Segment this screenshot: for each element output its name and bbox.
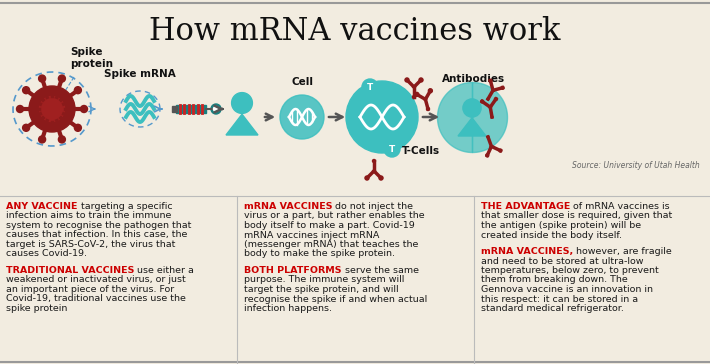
Text: serve the same: serve the same <box>342 266 418 275</box>
Text: ANY VACCINE: ANY VACCINE <box>6 202 77 211</box>
Text: infection happens.: infection happens. <box>244 304 332 313</box>
Text: body to make the spike protein.: body to make the spike protein. <box>244 249 395 258</box>
Circle shape <box>58 136 65 143</box>
Text: mRNA VACCINES,: mRNA VACCINES, <box>481 247 573 256</box>
Text: this respect: it can be stored in a: this respect: it can be stored in a <box>481 294 638 304</box>
Circle shape <box>211 104 221 114</box>
Circle shape <box>481 100 484 103</box>
Circle shape <box>499 149 502 152</box>
Circle shape <box>362 79 378 95</box>
Circle shape <box>463 99 481 117</box>
Text: purpose. The immune system will: purpose. The immune system will <box>244 276 405 285</box>
Circle shape <box>491 116 493 118</box>
Circle shape <box>379 176 383 180</box>
Circle shape <box>38 75 45 82</box>
Text: T: T <box>389 145 395 154</box>
Text: standard medical refrigerator.: standard medical refrigerator. <box>481 304 624 313</box>
Text: Spike
protein: Spike protein <box>70 47 113 69</box>
Text: of mRNA vaccines is: of mRNA vaccines is <box>570 202 670 211</box>
Text: do not inject the: do not inject the <box>332 202 413 211</box>
Text: them from breaking down. The: them from breaking down. The <box>481 276 628 285</box>
Text: temperatures, below zero, to prevent: temperatures, below zero, to prevent <box>481 266 659 275</box>
Text: BOTH PLATFORMS: BOTH PLATFORMS <box>244 266 342 275</box>
Circle shape <box>487 136 489 138</box>
Text: causes Covid-19.: causes Covid-19. <box>6 249 87 258</box>
Text: causes that infection. In this case, the: causes that infection. In this case, the <box>6 230 187 240</box>
Text: an important piece of the virus. For: an important piece of the virus. For <box>6 285 174 294</box>
Text: Antibodies: Antibodies <box>442 74 505 84</box>
Text: weakened or inactivated virus, or just: weakened or inactivated virus, or just <box>6 276 186 285</box>
Text: created inside the body itself.: created inside the body itself. <box>481 230 622 240</box>
Text: however, are fragile: however, are fragile <box>573 247 672 256</box>
Text: How mRNA vaccines work: How mRNA vaccines work <box>149 16 561 47</box>
Circle shape <box>489 79 492 82</box>
Text: recognise the spike if and when actual: recognise the spike if and when actual <box>244 294 427 304</box>
Text: body itself to make a part. Covid-19: body itself to make a part. Covid-19 <box>244 221 415 230</box>
Circle shape <box>75 124 82 131</box>
Text: Source: University of Utah Health: Source: University of Utah Health <box>572 161 700 170</box>
Circle shape <box>413 95 415 99</box>
Circle shape <box>280 95 324 139</box>
Circle shape <box>501 86 504 89</box>
Text: virus or a part, but rather enables the: virus or a part, but rather enables the <box>244 211 425 221</box>
FancyBboxPatch shape <box>176 105 206 113</box>
Circle shape <box>39 96 65 122</box>
Text: TRADITIONAL VACCINES: TRADITIONAL VACCINES <box>6 266 134 275</box>
Circle shape <box>58 75 65 82</box>
Text: targeting a specific: targeting a specific <box>77 202 172 211</box>
Text: use either a: use either a <box>134 266 195 275</box>
Circle shape <box>29 86 75 132</box>
Text: target the spike protein, and will: target the spike protein, and will <box>244 285 398 294</box>
Text: T-Cells: T-Cells <box>402 146 440 156</box>
Circle shape <box>38 136 45 143</box>
Circle shape <box>405 78 409 82</box>
Text: spike protein: spike protein <box>6 304 67 313</box>
Circle shape <box>231 92 252 114</box>
Circle shape <box>373 159 376 162</box>
Text: THE ADVANTAGE: THE ADVANTAGE <box>481 202 570 211</box>
Circle shape <box>428 89 432 93</box>
Circle shape <box>23 87 30 94</box>
Text: mRNA VACCINES: mRNA VACCINES <box>244 202 332 211</box>
Text: mRNA vaccines inject mRNA: mRNA vaccines inject mRNA <box>244 230 379 240</box>
Text: the antigen (spike protein) will be: the antigen (spike protein) will be <box>481 221 641 230</box>
Circle shape <box>486 154 488 157</box>
Circle shape <box>365 176 369 180</box>
Polygon shape <box>226 114 258 135</box>
Circle shape <box>23 124 30 131</box>
Circle shape <box>16 106 23 112</box>
Text: and need to be stored at ultra-low: and need to be stored at ultra-low <box>481 257 643 265</box>
Text: Gennova vaccine is an innovation in: Gennova vaccine is an innovation in <box>481 285 653 294</box>
Text: that smaller dose is required, given that: that smaller dose is required, given tha… <box>481 211 672 221</box>
Circle shape <box>415 92 419 96</box>
Circle shape <box>214 107 219 111</box>
Circle shape <box>80 106 87 112</box>
Polygon shape <box>458 118 486 136</box>
Text: target is SARS-CoV-2, the virus that: target is SARS-CoV-2, the virus that <box>6 240 175 249</box>
Text: T: T <box>367 83 373 91</box>
Text: Spike mRNA: Spike mRNA <box>104 69 176 79</box>
FancyBboxPatch shape <box>172 106 177 112</box>
Circle shape <box>419 78 423 82</box>
Text: infection aims to train the immune: infection aims to train the immune <box>6 211 171 221</box>
Text: Covid-19, traditional vaccines use the: Covid-19, traditional vaccines use the <box>6 294 186 304</box>
Circle shape <box>427 107 430 111</box>
Text: Cell: Cell <box>291 77 313 87</box>
Circle shape <box>346 81 418 153</box>
Text: system to recognise the pathogen that: system to recognise the pathogen that <box>6 221 192 230</box>
Circle shape <box>384 141 400 157</box>
Text: (messenger mRNA) that teaches the: (messenger mRNA) that teaches the <box>244 240 418 249</box>
Circle shape <box>494 98 498 100</box>
Circle shape <box>487 98 489 100</box>
Circle shape <box>75 87 82 94</box>
